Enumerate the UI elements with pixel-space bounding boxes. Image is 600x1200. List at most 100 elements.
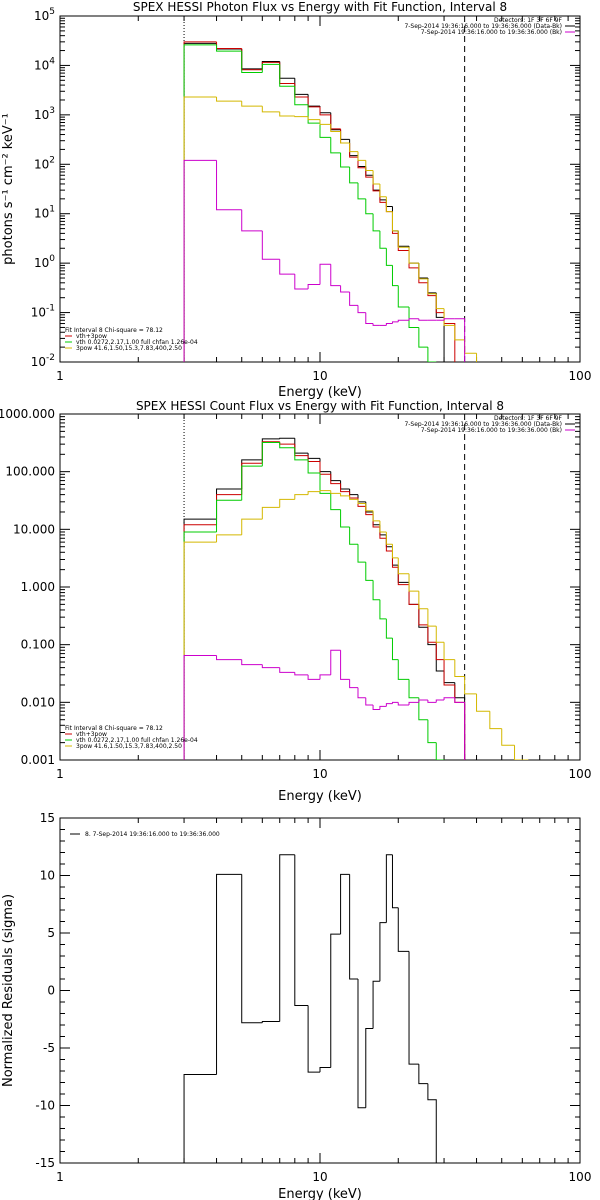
- histogram-bin: [319, 674, 331, 680]
- histogram-bin: [397, 233, 410, 252]
- histogram-bin: [372, 511, 380, 526]
- series-vth-3pow: [183, 41, 456, 362]
- y-tick-label: 105: [34, 7, 55, 23]
- histogram-bin: [418, 267, 428, 284]
- histogram-bin: [241, 659, 263, 666]
- series-group: [183, 854, 437, 1163]
- series-vth-3pow: [183, 441, 466, 760]
- histogram-bin: [385, 531, 393, 545]
- histogram-bin: [408, 679, 419, 699]
- histogram-bin: [294, 438, 309, 454]
- y-tick-label: 100: [34, 254, 55, 270]
- histogram-bin: [454, 318, 466, 362]
- histogram-bin: [349, 167, 358, 184]
- histogram-bin: [216, 44, 242, 52]
- histogram-bin: [391, 854, 399, 909]
- series-data-bk: [183, 42, 445, 362]
- y-tick-label: 5: [47, 926, 55, 940]
- histogram-bin: [476, 353, 478, 362]
- y-axis-label: photons s⁻¹ cm⁻² keV⁻¹: [1, 113, 16, 265]
- histogram-bin: [427, 347, 437, 362]
- histogram-bin: [340, 285, 350, 293]
- histogram-bin: [241, 459, 263, 490]
- histogram-bin: [340, 509, 350, 528]
- histogram-bin: [435, 642, 445, 661]
- histogram-bin: [397, 907, 410, 952]
- histogram-bin: [408, 318, 419, 321]
- histogram-bin: [385, 854, 393, 923]
- y-tick-exponent: 4: [49, 56, 55, 66]
- series-vth: [183, 442, 445, 760]
- y-axis-label: Normalized Residuals (sigma): [1, 894, 16, 1087]
- histogram-bin: [408, 246, 419, 264]
- histogram-bin: [408, 951, 419, 1065]
- histogram-bin: [443, 697, 455, 700]
- histogram-bin: [408, 582, 419, 605]
- histogram-bin: [397, 557, 410, 575]
- histogram-bin: [279, 64, 295, 87]
- histogram-bin: [183, 159, 217, 362]
- histogram-bin: [397, 319, 410, 322]
- histogram-bin: [319, 123, 331, 138]
- histogram-bin: [454, 684, 466, 760]
- histogram-bin: [435, 293, 445, 310]
- x-axis-label: Energy (keV): [278, 1187, 362, 1200]
- histogram-bin: [385, 199, 393, 207]
- histogram-bin: [216, 160, 242, 211]
- histogram-bin: [365, 198, 374, 215]
- histogram-bin: [307, 96, 320, 108]
- histogram-bin: [279, 259, 295, 275]
- histogram-bin: [241, 48, 263, 70]
- histogram-bin: [408, 250, 419, 269]
- histogram-bin: [241, 462, 263, 495]
- y-tick-base: 10: [34, 256, 49, 270]
- histogram-bin: [307, 459, 320, 474]
- y-tick-exponent: 5: [49, 7, 55, 17]
- histogram-bin: [261, 230, 280, 260]
- histogram-bin: [391, 546, 399, 566]
- histogram-bin: [279, 111, 295, 117]
- legend-top-text: 7-Sep-2014 19:36:16.000 to 19:36:36.000 …: [421, 427, 562, 434]
- histogram-bin: [379, 524, 387, 536]
- chart-title: SPEX HESSI Photon Flux vs Energy with Fi…: [133, 0, 507, 14]
- histogram-bin: [349, 495, 358, 500]
- histogram-bin: [427, 624, 437, 643]
- histogram-bin: [391, 544, 399, 559]
- y-tick-label: 100.000: [5, 465, 55, 479]
- histogram-bin: [397, 230, 410, 247]
- y-tick-label: 0: [47, 984, 55, 998]
- histogram-bin: [372, 175, 380, 191]
- histogram-bin: [279, 854, 295, 1022]
- series-bk: [183, 649, 466, 760]
- y-tick-base: 10: [31, 306, 46, 320]
- histogram-bin: [514, 745, 529, 760]
- histogram-bin: [340, 131, 350, 144]
- histogram-bin: [279, 667, 295, 673]
- y-tick-base: 10: [34, 157, 49, 171]
- series-vth: [183, 44, 437, 362]
- y-tick-label: 10.000: [13, 522, 55, 536]
- y-tick-label: 0.010: [21, 695, 55, 709]
- y-tick-label: 15: [40, 811, 55, 825]
- series-data-bk: [183, 437, 466, 760]
- histogram-bin: [454, 659, 465, 678]
- x-axis-label: Energy (keV): [278, 789, 362, 804]
- x-tick-label: 100: [569, 369, 592, 383]
- histogram-bin: [365, 562, 374, 581]
- histogram-bin: [464, 676, 477, 695]
- histogram-bin: [435, 699, 445, 703]
- histogram-bin: [349, 526, 358, 545]
- histogram-bin: [464, 339, 477, 354]
- x-axis-label: Energy (keV): [278, 385, 362, 400]
- histogram-bin: [340, 152, 350, 168]
- histogram-bin: [183, 42, 217, 362]
- histogram-bin: [340, 483, 350, 493]
- legend-top-text: Detectors: 1F 3F 6F 9F: [494, 415, 563, 422]
- histogram-bin: [385, 618, 393, 639]
- histogram-bin: [183, 654, 217, 760]
- histogram-bin: [183, 531, 217, 760]
- histogram-bin: [261, 63, 280, 73]
- y-tick-label: -15: [35, 1156, 55, 1170]
- series-bk: [183, 159, 466, 362]
- histogram-bin: [216, 499, 242, 532]
